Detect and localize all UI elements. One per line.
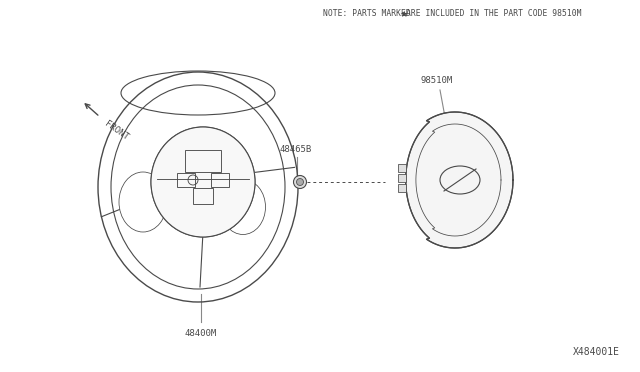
Bar: [211, 173, 229, 187]
Text: X484001E: X484001E: [573, 347, 620, 357]
Ellipse shape: [151, 127, 255, 237]
Text: ★: ★: [399, 10, 408, 19]
Text: ARE INCLUDED IN THE PART CODE 98510M: ARE INCLUDED IN THE PART CODE 98510M: [406, 10, 582, 19]
Text: FRONT: FRONT: [103, 119, 130, 142]
Bar: [193, 188, 213, 204]
Polygon shape: [406, 112, 513, 248]
Text: 48465B: 48465B: [280, 145, 312, 154]
Text: 98510M: 98510M: [421, 76, 453, 85]
Text: NOTE: PARTS MARKED: NOTE: PARTS MARKED: [323, 10, 411, 19]
Bar: [177, 173, 195, 187]
Ellipse shape: [296, 179, 303, 186]
Bar: [193, 188, 213, 204]
Ellipse shape: [151, 127, 255, 237]
Bar: [177, 173, 195, 187]
Ellipse shape: [221, 180, 266, 234]
Bar: [185, 150, 221, 172]
Text: 48400M: 48400M: [185, 329, 217, 338]
Ellipse shape: [119, 172, 167, 232]
Bar: [211, 173, 229, 187]
Bar: [397, 164, 406, 172]
Ellipse shape: [178, 132, 228, 162]
Bar: [397, 184, 406, 192]
Bar: [185, 150, 221, 172]
Ellipse shape: [294, 176, 307, 189]
Bar: [397, 174, 406, 182]
